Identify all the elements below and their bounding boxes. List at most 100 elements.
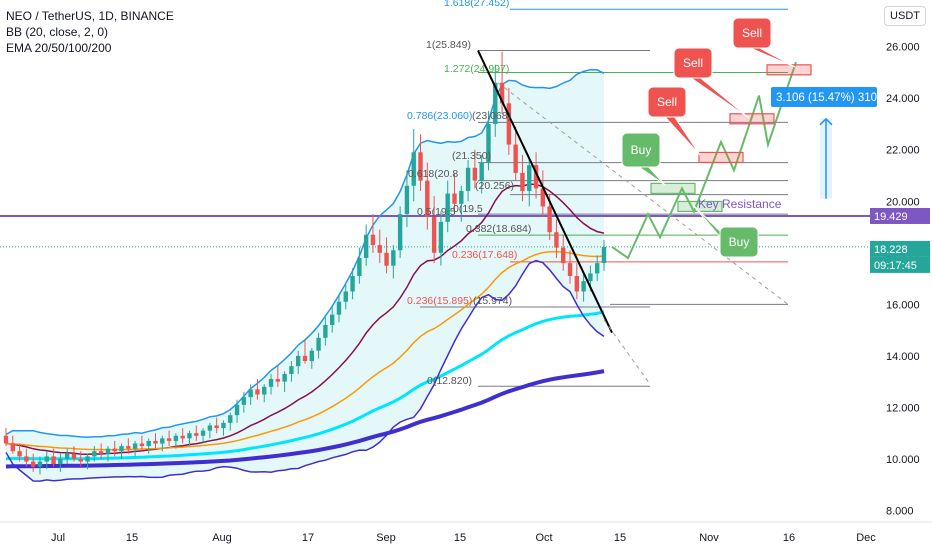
candle <box>357 247 362 284</box>
zone-box[interactable] <box>650 182 696 194</box>
candle-body <box>595 263 600 274</box>
fib-label: 1.272(24.997) <box>444 63 509 75</box>
legend-ema[interactable]: EMA 20/50/100/200 <box>6 41 112 55</box>
buy-callout-1-pointer <box>637 166 666 186</box>
candle-body <box>431 216 437 253</box>
candle <box>241 391 247 413</box>
time-axis-tick: 17 <box>302 532 314 544</box>
candle-body <box>207 425 213 431</box>
candle-body <box>472 167 478 181</box>
legend-symbol[interactable]: NEO / TetherUS, 1D, BINANCE <box>6 9 174 23</box>
candle <box>296 350 301 374</box>
candle <box>282 371 287 392</box>
candle <box>17 443 22 462</box>
candle-body <box>350 275 355 292</box>
candle <box>37 456 43 475</box>
candle-body <box>166 438 172 441</box>
buy-callout-1[interactable]: Buy <box>621 132 666 186</box>
candle <box>554 219 559 258</box>
candle-body <box>554 232 559 248</box>
candle-body <box>391 250 396 266</box>
ema-200-line <box>5 369 605 469</box>
candle <box>527 157 532 207</box>
candle <box>533 152 539 199</box>
candle <box>112 440 117 457</box>
sell-callout-2-pointer <box>689 77 750 119</box>
candle <box>513 126 518 181</box>
candle <box>493 64 498 137</box>
buy-callout-2-box <box>719 226 759 258</box>
sell-callout-3[interactable]: Sell <box>732 17 796 68</box>
measure-label-bg <box>771 87 877 107</box>
currency-unit-button[interactable]: USDT <box>884 6 926 26</box>
buy-callout-2[interactable]: Buy <box>692 204 759 258</box>
candle-body <box>567 263 573 276</box>
candle <box>44 451 49 470</box>
price-axis-tick: 12.000 <box>886 402 920 414</box>
candle-body <box>126 446 131 449</box>
candle <box>126 438 131 454</box>
price-axis-tick: 20.000 <box>886 196 920 208</box>
candle-body <box>112 448 117 452</box>
candle <box>329 306 335 333</box>
candle <box>10 435 15 454</box>
candle-body <box>581 281 586 292</box>
candle-body <box>71 453 77 459</box>
sell-callout-3-box <box>732 17 772 49</box>
zone-box[interactable] <box>766 64 812 76</box>
candle-body <box>187 433 192 439</box>
time-axis-tick: 15 <box>454 532 466 544</box>
last-price-badge: 18.228 <box>874 244 908 256</box>
candle-body <box>10 443 15 452</box>
down-trendline[interactable] <box>477 50 613 334</box>
candle <box>221 420 226 436</box>
time-axis-tick: 15 <box>126 532 138 544</box>
candle-body <box>262 386 267 395</box>
candle-body <box>78 458 83 462</box>
candle <box>561 234 566 271</box>
candle-body <box>200 430 206 436</box>
candle-body <box>561 247 566 264</box>
chart-legend: NEO / TetherUS, 1D, BINANCE BB (20, clos… <box>6 8 174 56</box>
bollinger-band-fill <box>6 69 604 482</box>
candle-body <box>486 123 491 163</box>
zone-box[interactable] <box>729 113 775 125</box>
candle-body <box>547 206 552 233</box>
candle-body <box>377 245 382 253</box>
sell-callout-1[interactable]: Sell <box>647 86 701 156</box>
candle <box>601 239 607 271</box>
legend-bb[interactable]: BB (20, close, 2, 0) <box>6 25 109 39</box>
candle-body <box>24 456 29 462</box>
time-axis-tick: 15 <box>614 532 626 544</box>
candle-body <box>221 422 226 429</box>
candle <box>350 268 355 300</box>
fib-label: 0(19.5 <box>453 203 483 215</box>
candle <box>146 438 151 454</box>
candle-body <box>44 456 49 462</box>
candle <box>119 443 124 459</box>
candle <box>459 185 464 222</box>
candle-body <box>479 162 484 181</box>
candle <box>302 340 308 364</box>
sell-callout-2-box <box>673 47 713 79</box>
ema-100-line <box>5 310 605 461</box>
candle <box>377 229 382 264</box>
candle-body <box>370 234 376 246</box>
time-axis-tick: Oct <box>535 532 552 544</box>
candle <box>255 379 260 400</box>
sell-callout-2[interactable]: Sell <box>673 47 750 119</box>
candle-body <box>17 451 22 457</box>
candle <box>3 428 9 447</box>
candle-body <box>343 291 348 302</box>
candle-body <box>194 433 199 436</box>
time-axis-tick: Dec <box>856 532 876 544</box>
fib-label: (15.974) <box>473 295 512 307</box>
candle <box>51 448 56 467</box>
candle-body <box>493 82 498 124</box>
candle <box>98 443 104 459</box>
price-axis-tick: 8.000 <box>886 506 914 518</box>
fib-label: 0.618(20.8 <box>408 168 458 180</box>
zone-box[interactable] <box>698 151 744 164</box>
resistance-price-badge-bg <box>870 207 930 224</box>
